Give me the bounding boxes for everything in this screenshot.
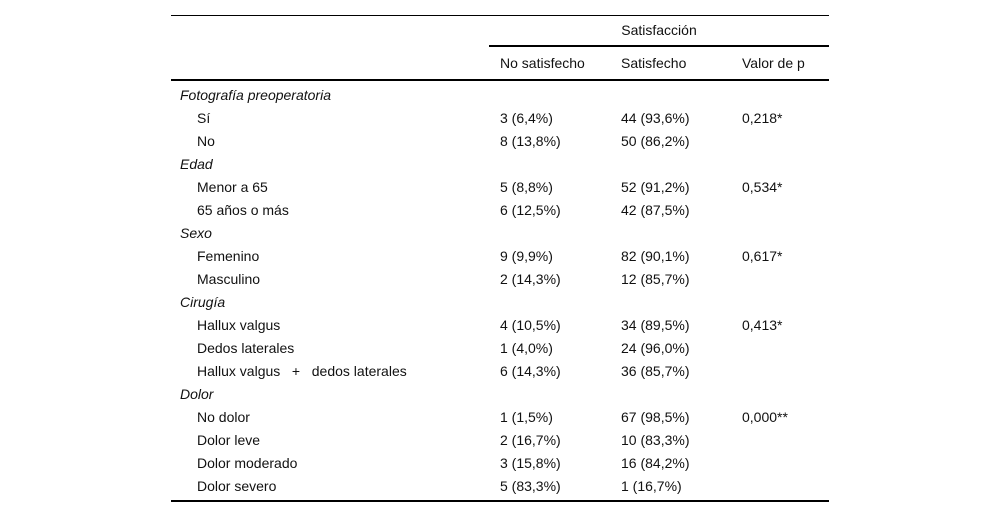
cell-satisfecho: 16 (84,2%): [621, 455, 690, 471]
group-label: Dolor: [180, 386, 214, 402]
cell-valor-de-p: 0,617*: [742, 248, 783, 264]
table-row: Dolor leve 2 (16,7%) 10 (83,3%): [171, 429, 829, 452]
cell-no-satisfecho: 3 (6,4%): [500, 110, 553, 126]
cell-valor-de-p: 0,534*: [742, 179, 783, 195]
cell-valor-de-p: [734, 130, 829, 153]
cell-no-satisfecho: 1 (1,5%): [500, 409, 553, 425]
cell-no-satisfecho: 5 (83,3%): [500, 478, 561, 494]
table-row: Femenino 9 (9,9%) 82 (90,1%) 0,617*: [171, 245, 829, 268]
cell-satisfecho: 24 (96,0%): [621, 340, 690, 356]
table-body: Fotografía preoperatoria Sí 3 (6,4%) 44 (93…: [171, 81, 829, 502]
cell-satisfecho: 67 (98,5%): [621, 409, 690, 425]
table-row: Dedos laterales 1 (4,0%) 24 (96,0%): [171, 337, 829, 360]
group-header-row: Fotografía preoperatoria: [171, 84, 829, 107]
table-row: Dolor moderado 3 (15,8%) 16 (84,2%): [171, 452, 829, 475]
cell-valor-de-p: [734, 452, 829, 475]
row-label: Menor a 65: [197, 179, 268, 195]
cell-satisfecho: 10 (83,3%): [621, 432, 690, 448]
cell-valor-de-p: [734, 475, 829, 498]
cell-no-satisfecho: 5 (8,8%): [500, 179, 553, 195]
cell-no-satisfecho: 9 (9,9%): [500, 248, 553, 264]
table-row: 65 años o más 6 (12,5%) 42 (87,5%): [171, 199, 829, 222]
table-row: Masculino 2 (14,3%) 12 (85,7%): [171, 268, 829, 291]
table-row: No 8 (13,8%) 50 (86,2%): [171, 130, 829, 153]
cell-satisfecho: 44 (93,6%): [621, 110, 690, 126]
cell-satisfecho: 50 (86,2%): [621, 133, 690, 149]
column-header-valor-de-p: Valor de p: [742, 55, 805, 71]
table-row: No dolor 1 (1,5%) 67 (98,5%) 0,000**: [171, 406, 829, 429]
cell-valor-de-p: 0,218*: [742, 110, 783, 126]
row-label: Hallux valgus: [197, 317, 281, 333]
table-row: Menor a 65 5 (8,8%) 52 (91,2%) 0,534*: [171, 176, 829, 199]
row-label: Masculino: [197, 271, 261, 287]
group-label: Cirugía: [180, 294, 226, 310]
cell-satisfecho: 36 (85,7%): [621, 363, 690, 379]
column-header-satisfecho: Satisfecho: [621, 55, 687, 71]
cell-satisfecho: 42 (87,5%): [621, 202, 690, 218]
column-header-row: No satisfecho Satisfecho Valor de p: [171, 47, 829, 81]
table-row: Sí 3 (6,4%) 44 (93,6%) 0,218*: [171, 107, 829, 130]
cell-no-satisfecho: 2 (14,3%): [500, 271, 561, 287]
cell-valor-de-p: 0,000**: [742, 409, 788, 425]
cell-satisfecho: 12 (85,7%): [621, 271, 690, 287]
cell-valor-de-p: [734, 199, 829, 222]
group-header-row: Sexo: [171, 222, 829, 245]
row-label: Hallux valgus + dedos laterales: [197, 363, 407, 379]
cell-valor-de-p: 0,413*: [742, 317, 783, 333]
cell-satisfecho: 82 (90,1%): [621, 248, 690, 264]
satisfaction-table: Satisfacción No satisfecho Satisfecho Va…: [171, 15, 829, 502]
cell-no-satisfecho: 6 (14,3%): [500, 363, 561, 379]
row-label: Dedos laterales: [197, 340, 295, 356]
cell-valor-de-p: [734, 337, 829, 360]
row-label: Dolor moderado: [197, 455, 298, 471]
group-header-row: Cirugía: [171, 291, 829, 314]
cell-no-satisfecho: 1 (4,0%): [500, 340, 553, 356]
cell-no-satisfecho: 4 (10,5%): [500, 317, 561, 333]
row-label: Dolor severo: [197, 478, 277, 494]
cell-satisfecho: 1 (16,7%): [621, 478, 682, 494]
group-label: Sexo: [180, 225, 212, 241]
row-label: Dolor leve: [197, 432, 261, 448]
cell-no-satisfecho: 2 (16,7%): [500, 432, 561, 448]
table-row: Hallux valgus 4 (10,5%) 34 (89,5%) 0,413*: [171, 314, 829, 337]
group-header-row: Dolor: [171, 383, 829, 406]
table-row: Dolor severo 5 (83,3%) 1 (16,7%): [171, 475, 829, 498]
row-label: Femenino: [197, 248, 260, 264]
spanner-spacer: [171, 16, 489, 47]
cell-valor-de-p: [734, 360, 829, 383]
spanner-row: Satisfacción: [171, 16, 829, 47]
column-header-no-satisfecho: No satisfecho: [500, 55, 585, 71]
row-label: Sí: [197, 110, 211, 126]
column-group-header-satisfaccion: Satisfacción: [489, 16, 829, 47]
group-header-row: Edad: [171, 153, 829, 176]
cell-no-satisfecho: 6 (12,5%): [500, 202, 561, 218]
group-label: Edad: [180, 156, 213, 172]
row-label: No: [197, 133, 215, 149]
cell-satisfecho: 52 (91,2%): [621, 179, 690, 195]
cell-valor-de-p: [734, 429, 829, 452]
table-row: Hallux valgus + dedos laterales 6 (14,3%)…: [171, 360, 829, 383]
cell-valor-de-p: [734, 268, 829, 291]
group-label: Fotografía preoperatoria: [180, 87, 331, 103]
row-label: 65 años o más: [197, 202, 289, 218]
cell-no-satisfecho: 3 (15,8%): [500, 455, 561, 471]
cell-satisfecho: 34 (89,5%): [621, 317, 690, 333]
cell-no-satisfecho: 8 (13,8%): [500, 133, 561, 149]
row-label: No dolor: [197, 409, 250, 425]
